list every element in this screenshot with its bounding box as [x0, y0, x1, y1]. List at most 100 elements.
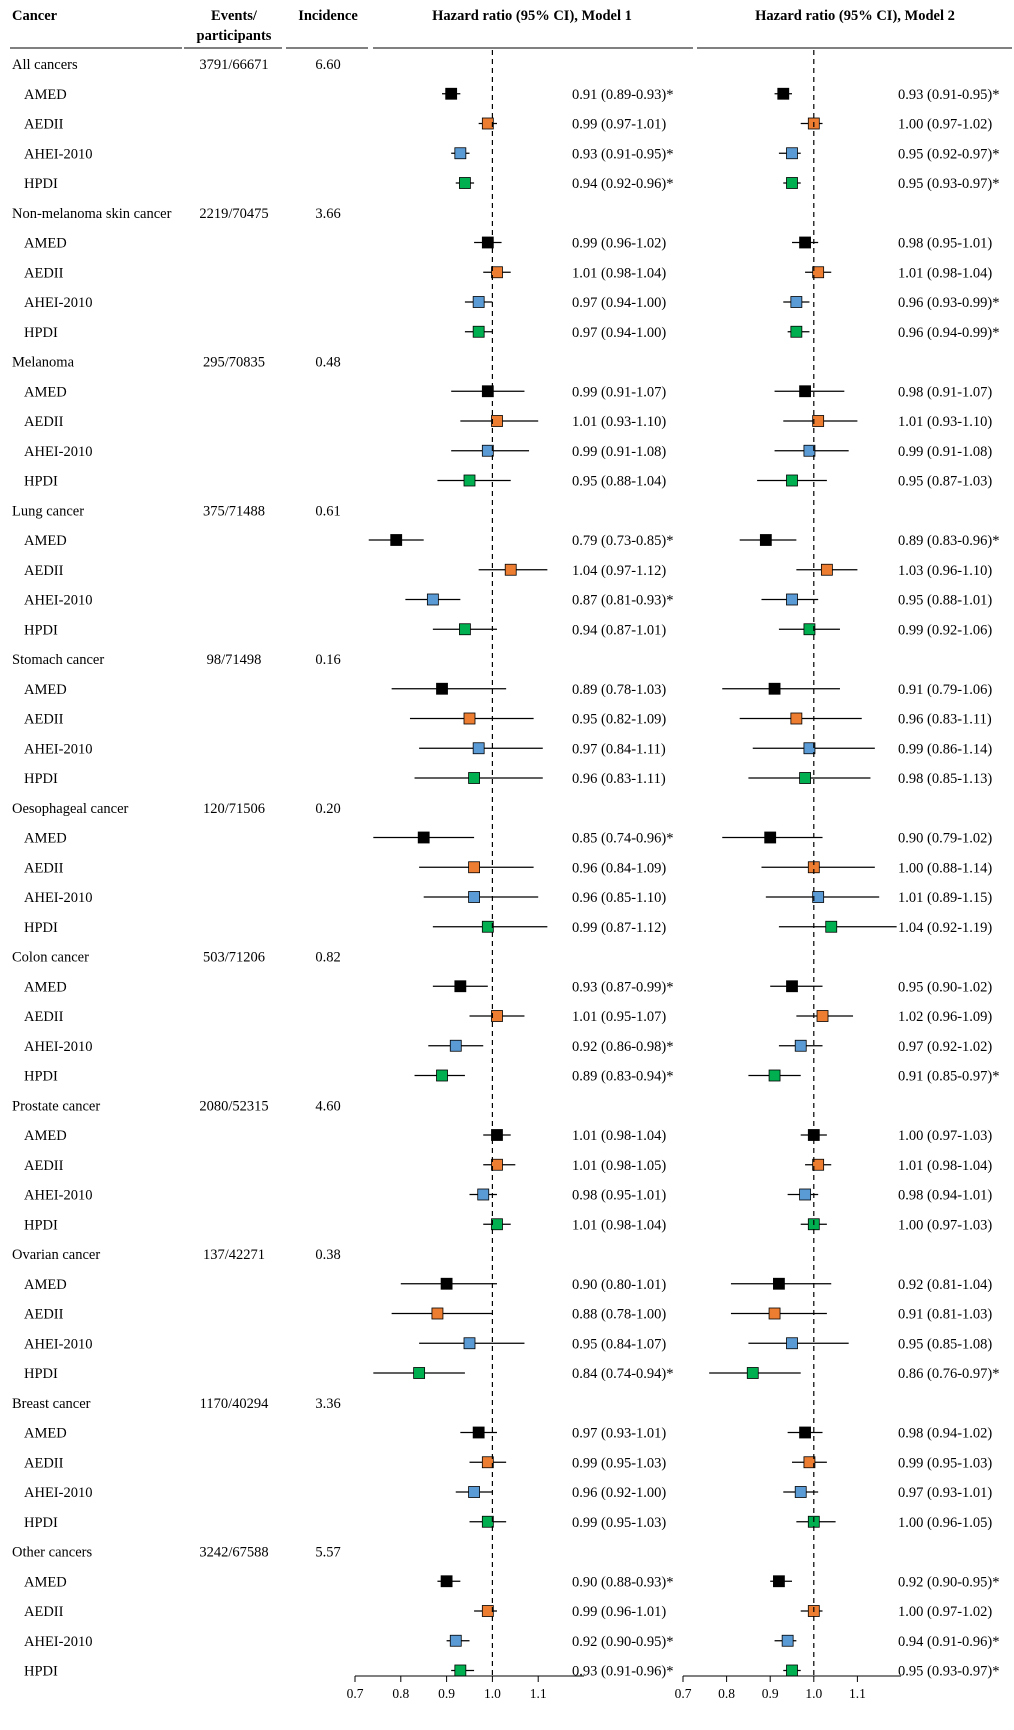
tick-label: 0.7: [347, 1686, 364, 1701]
row-label: AEDII: [24, 414, 64, 430]
hr-value-model1: 0.97 (0.94-1.00): [572, 325, 666, 341]
row-label: AMED: [24, 1426, 67, 1442]
header-model2: Hazard ratio (95% CI), Model 2: [755, 8, 955, 24]
hr-value-model1: 0.97 (0.84-1.11): [572, 741, 666, 757]
point-estimate-model1: [491, 415, 503, 427]
hr-value-model1: 0.95 (0.88-1.04): [572, 474, 666, 490]
point-estimate-model2: [794, 1039, 807, 1052]
point-estimate-model1: [481, 444, 494, 457]
tick-label: 1.1: [849, 1686, 866, 1701]
point-estimate-model1: [468, 861, 480, 874]
row-label: AEDII: [24, 712, 64, 728]
hr-value-model1: 0.96 (0.84-1.09): [572, 860, 666, 876]
row-label: AHEI-2010: [24, 1188, 92, 1204]
hr-value-model1: 0.98 (0.95-1.01): [572, 1188, 666, 1204]
tick-label: 0.9: [762, 1686, 779, 1701]
hr-value-model1: 0.93 (0.91-0.96)*: [572, 1664, 674, 1680]
group-events: 295/70835: [203, 355, 265, 371]
point-estimate-model2: [786, 980, 798, 993]
hr-value-model2: 0.92 (0.90-0.95)*: [898, 1574, 1000, 1590]
hr-value-model1: 0.84 (0.74-0.94)*: [572, 1366, 674, 1382]
header-events-line2: participants: [197, 28, 272, 44]
point-estimate-model2: [803, 623, 816, 636]
point-estimate-model1: [491, 1010, 503, 1022]
tick-label: 1.0: [805, 1686, 822, 1701]
hr-value-model1: 1.01 (0.95-1.07): [572, 1009, 666, 1025]
group-incidence: 0.16: [315, 652, 340, 668]
hr-value-model1: 0.93 (0.87-0.99)*: [572, 979, 674, 995]
group-name: Ovarian cancer: [12, 1247, 100, 1263]
header-incidence: Incidence: [298, 8, 358, 24]
group-events: 2080/52315: [199, 1098, 268, 1114]
hr-value-model1: 0.94 (0.87-1.01): [572, 622, 666, 638]
group-incidence: 0.48: [315, 355, 340, 371]
row-label: AMED: [24, 1128, 67, 1144]
row-label: HPDI: [24, 920, 58, 936]
group-incidence: 4.60: [315, 1098, 340, 1114]
hr-value-model2: 0.96 (0.94-0.99)*: [898, 325, 1000, 341]
point-estimate-model2: [794, 1486, 807, 1498]
row-label: AMED: [24, 1277, 67, 1293]
point-estimate-model2: [790, 296, 803, 308]
point-estimate-model1: [436, 1069, 448, 1082]
hr-value-model2: 0.94 (0.91-0.96)*: [898, 1634, 1000, 1650]
row-label: HPDI: [24, 771, 58, 787]
hr-value-model1: 0.99 (0.96-1.01): [572, 1604, 666, 1620]
hr-value-model2: 1.03 (0.96-1.10): [898, 563, 992, 579]
hr-value-model2: 0.91 (0.85-0.97)*: [898, 1069, 1000, 1085]
point-estimate-model1: [491, 1129, 503, 1141]
hr-value-model2: 0.99 (0.92-1.06): [898, 622, 992, 638]
hr-value-model1: 0.95 (0.82-1.09): [572, 712, 666, 728]
row-label: HPDI: [24, 176, 58, 192]
point-estimate-model1: [459, 177, 471, 189]
point-estimate-model2: [768, 1069, 781, 1082]
point-estimate-model2: [799, 385, 811, 398]
hr-value-model1: 0.99 (0.95-1.03): [572, 1455, 666, 1471]
point-estimate-model1: [472, 1426, 485, 1439]
point-estimate-model2: [746, 1367, 759, 1379]
point-estimate-model1: [504, 563, 517, 576]
group-incidence: 0.82: [315, 950, 340, 966]
point-estimate-model1: [481, 236, 494, 249]
hr-value-model2: 1.00 (0.88-1.14): [898, 860, 992, 876]
row-label: HPDI: [24, 1515, 58, 1531]
row-label: AEDII: [24, 1009, 64, 1025]
hr-value-model1: 0.96 (0.85-1.10): [572, 890, 666, 906]
point-estimate-model2: [790, 325, 803, 338]
axes: 0.7 0.8 0.9 1.0 1.1 0.7 0.8 0.9 1.0 1.1: [347, 50, 901, 1701]
row-label: AHEI-2010: [24, 1485, 92, 1501]
row-label: AEDII: [24, 117, 64, 133]
row-label: AEDII: [24, 1307, 64, 1323]
hr-value-model1: 0.97 (0.93-1.01): [572, 1426, 666, 1442]
point-estimate-model1: [472, 325, 485, 338]
hr-value-model1: 0.88 (0.78-1.00): [572, 1307, 666, 1323]
point-estimate-model1: [468, 772, 480, 784]
point-estimate-model2: [803, 1456, 816, 1469]
point-estimate-model1: [481, 117, 494, 130]
hr-value-model1: 0.89 (0.78-1.03): [572, 682, 666, 698]
row-label: AHEI-2010: [24, 1634, 92, 1650]
point-estimate-model1: [440, 1575, 453, 1588]
group-events: 1170/40294: [200, 1396, 269, 1412]
hr-value-model2: 0.98 (0.95-1.01): [898, 236, 992, 252]
table-rows: All cancers 3791/66671 6.60 AMED 0.91 (0.89-…: [12, 57, 1000, 1680]
group-events: 375/71488: [203, 503, 265, 519]
row-label: AHEI-2010: [24, 146, 92, 162]
group-incidence: 0.20: [315, 801, 340, 817]
row-label: AEDII: [24, 1604, 64, 1620]
hr-value-model2: 0.95 (0.87-1.03): [898, 474, 992, 490]
group-events: 98/71498: [207, 652, 262, 668]
tick-label: 0.9: [438, 1686, 455, 1701]
hr-value-model2: 0.99 (0.91-1.08): [898, 444, 992, 460]
hr-value-model2: 0.99 (0.86-1.14): [898, 741, 992, 757]
point-estimate-model1: [472, 296, 485, 308]
point-estimate-model1: [436, 682, 448, 695]
point-estimate-model2: [812, 1158, 825, 1171]
group-incidence: 3.66: [315, 206, 340, 222]
hr-value-model2: 0.97 (0.93-1.01): [898, 1485, 992, 1501]
hr-value-model1: 0.91 (0.89-0.93)*: [572, 87, 674, 103]
row-label: AMED: [24, 533, 67, 549]
hr-value-model1: 1.01 (0.98-1.04): [572, 265, 666, 281]
row-label: HPDI: [24, 1069, 58, 1085]
